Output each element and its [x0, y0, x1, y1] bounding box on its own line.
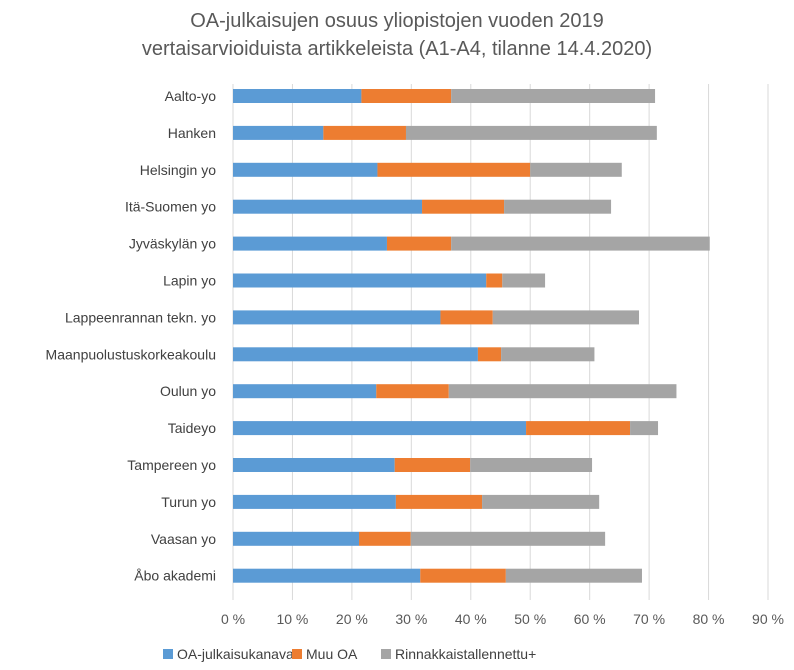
category-label: Lapin yo — [163, 273, 216, 289]
bar-segment-rinnakkaistallennettu- — [530, 162, 622, 177]
bar-segment-rinnakkaistallennettu- — [448, 384, 677, 399]
bar-segment-muu-oa — [361, 89, 452, 103]
category-label: Oulun yo — [160, 383, 216, 399]
bar-segment-muu-oa — [377, 162, 531, 177]
bar-segment-rinnakkaistallennettu- — [630, 421, 659, 436]
category-label: Turun yo — [161, 494, 216, 510]
x-tick-label: 0 % — [221, 611, 245, 627]
bar-segment-oa-julkaisukanava — [233, 421, 527, 436]
bar-segment-rinnakkaistallennettu- — [504, 199, 612, 214]
category-label: Hanken — [168, 125, 216, 141]
bar-segment-rinnakkaistallennettu- — [405, 125, 657, 140]
x-tick-label: 70 % — [633, 611, 665, 627]
x-tick-label: 60 % — [574, 611, 606, 627]
legend-label: OA-julkaisukanava — [177, 646, 294, 662]
bar-segment-muu-oa — [477, 347, 502, 362]
bar-segment-oa-julkaisukanava — [233, 125, 324, 140]
bar-segment-muu-oa — [359, 531, 411, 546]
bar-segment-rinnakkaistallennettu- — [501, 347, 595, 362]
legend-label: Muu OA — [306, 646, 358, 662]
legend-swatch — [381, 649, 391, 659]
category-label: Tampereen yo — [127, 457, 216, 473]
bar-segment-muu-oa — [422, 199, 505, 214]
legend-label: Rinnakkaistallennettu+ — [395, 646, 536, 662]
bar-segment-muu-oa — [440, 310, 493, 325]
bar-segment-oa-julkaisukanava — [233, 236, 387, 251]
category-label: Lappeenrannan tekn. yo — [65, 309, 216, 325]
bar-segment-oa-julkaisukanava — [233, 89, 362, 103]
bar-segment-rinnakkaistallennettu- — [410, 531, 606, 546]
x-tick-label: 40 % — [455, 611, 487, 627]
bar-segment-oa-julkaisukanava — [233, 347, 478, 362]
bar-segment-muu-oa — [526, 421, 631, 436]
bar-segment-oa-julkaisukanava — [233, 273, 487, 288]
chart-title-line-2: vertaisarvioiduista artikkeleista (A1-A4… — [141, 38, 653, 60]
category-label: Jyväskylän yo — [129, 236, 216, 252]
bar-segment-rinnakkaistallennettu- — [482, 494, 600, 509]
bar-segment-oa-julkaisukanava — [233, 310, 441, 325]
bar-segment-oa-julkaisukanava — [233, 568, 421, 583]
bar-segment-rinnakkaistallennettu- — [502, 273, 546, 288]
category-label: Helsingin yo — [140, 162, 216, 178]
x-tick-label: 20 % — [336, 611, 368, 627]
bar-segment-oa-julkaisukanava — [233, 199, 423, 214]
bar-segment-oa-julkaisukanava — [233, 531, 360, 546]
bar-segment-muu-oa — [376, 384, 449, 399]
bar-segment-muu-oa — [420, 568, 506, 583]
category-label: Vaasan yo — [151, 531, 216, 547]
bar-segment-oa-julkaisukanava — [233, 458, 395, 472]
bar-segment-muu-oa — [394, 458, 471, 472]
chart-title-line-1: OA-julkaisujen osuus yliopistojen vuoden… — [190, 10, 604, 32]
bar-segment-muu-oa — [486, 273, 503, 288]
x-tick-label: 30 % — [395, 611, 427, 627]
bar-segment-muu-oa — [395, 494, 483, 509]
category-label: Taideyo — [168, 420, 216, 436]
category-label: Itä-Suomen yo — [125, 199, 216, 215]
bar-segment-rinnakkaistallennettu- — [451, 236, 710, 251]
bar-segment-rinnakkaistallennettu- — [492, 310, 640, 325]
category-label: Maanpuolustuskorkeakoulu — [46, 346, 216, 362]
bar-segment-rinnakkaistallennettu- — [470, 458, 593, 472]
bar-segment-muu-oa — [323, 125, 406, 140]
legend-swatch — [163, 649, 173, 659]
category-label: Aalto-yo — [165, 88, 217, 104]
bar-segment-rinnakkaistallennettu- — [451, 89, 656, 103]
x-tick-label: 80 % — [693, 611, 725, 627]
x-tick-label: 90 % — [752, 611, 784, 627]
bar-segment-oa-julkaisukanava — [233, 162, 378, 177]
bar-segment-muu-oa — [386, 236, 452, 251]
bar-segment-oa-julkaisukanava — [233, 494, 396, 509]
bar-segment-rinnakkaistallennettu- — [505, 568, 642, 583]
x-tick-label: 50 % — [514, 611, 546, 627]
category-label: Åbo akademi — [134, 568, 216, 584]
bar-segment-oa-julkaisukanava — [233, 384, 377, 399]
legend-swatch — [292, 649, 302, 659]
x-tick-label: 10 % — [276, 611, 308, 627]
